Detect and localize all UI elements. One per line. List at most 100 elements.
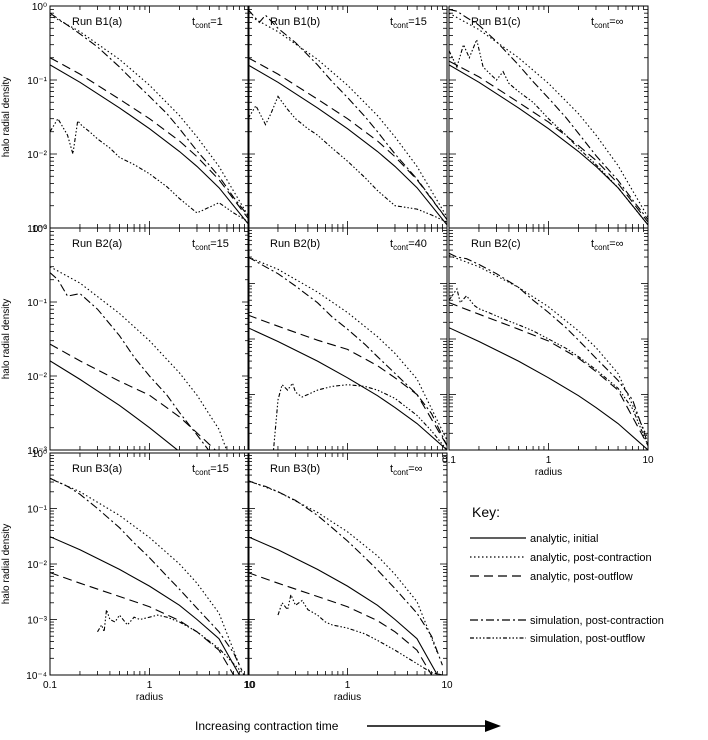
run-label: Run B1(b) [270, 16, 320, 28]
run-label: Run B3(a) [72, 463, 122, 475]
x-tick-label: 10 [642, 455, 654, 466]
series-line-ao [50, 572, 235, 675]
y-tick-label: 10⁻³ [27, 446, 47, 457]
series-line-ao [50, 57, 249, 220]
x-tick-label: 1 [345, 680, 351, 691]
y-axis-label: halo radial density [1, 524, 12, 605]
series-line-so [97, 609, 245, 675]
tcont-label: tcont=15 [390, 16, 427, 30]
series-line-sc [248, 9, 447, 220]
legend-entry-simulation-post-contraction: simulation, post-contraction [470, 615, 664, 627]
x-tick-label: 0.1 [43, 680, 57, 691]
x-tick-label: 1 [147, 680, 153, 691]
legend-label-analytic-post-contraction: analytic, post-contraction [530, 552, 652, 564]
ticks [247, 227, 448, 451]
x-tick-label: 10 [244, 680, 256, 691]
tcont-label: tcont=40 [390, 238, 427, 252]
series-line-ai [50, 360, 179, 450]
series-line-ai [248, 327, 447, 450]
panel-B3b: 10 1 10 radius Run B3(b) tcont=∞ [244, 452, 453, 703]
legend-entry-simulation-post-outflow: simulation, post-outflow [470, 633, 645, 645]
series-line-ai [449, 64, 648, 226]
series-line-ac [248, 479, 438, 654]
run-label: Run B2(a) [72, 238, 122, 250]
tcont-label: tcont=∞ [591, 238, 623, 252]
y-tick-label: 10⁻¹ [27, 505, 47, 516]
panel-B1c: Run B1(c) tcont=∞ [448, 5, 649, 229]
y-tick-label: 10⁻¹ [27, 298, 47, 309]
figure-canvas: 10⁻³ 10⁻² 10⁻¹ 10⁰ halo radial density Run B1… [1, 2, 664, 703]
series-group [248, 479, 443, 675]
series-line-ai [50, 536, 240, 675]
x-tick-label: 1 [546, 455, 552, 466]
series-line-so [449, 37, 648, 226]
series-line-ac [449, 254, 648, 439]
series-line-ao [449, 60, 648, 223]
series-line-ai [248, 536, 438, 675]
legend-label-simulation-post-contraction: simulation, post-contraction [530, 615, 664, 627]
legend-label-simulation-post-outflow: simulation, post-outflow [530, 633, 645, 645]
panel-frame [247, 452, 448, 676]
series-line-ai [50, 64, 249, 226]
series-line-ai [449, 327, 648, 450]
series-line-sc [248, 479, 443, 666]
series-line-ao [50, 343, 217, 450]
series-group [50, 12, 249, 226]
y-tick-label: 10⁻² [27, 560, 47, 571]
panel-B1b: Run B1(b) tcont=15 [247, 5, 448, 229]
panel-B2c: 0.1 1 10 radius Run B2(c) tcont=∞ [442, 227, 654, 478]
tcont-label: tcont=1 [192, 16, 223, 30]
series-line-ac [50, 14, 249, 218]
series-line-ac [248, 256, 447, 441]
series-line-so [272, 381, 447, 450]
tcont-label: tcont=15 [192, 238, 229, 252]
x-axis-label: radius [334, 692, 361, 703]
y-tick-label: 10⁻³ [27, 616, 47, 627]
contraction-time-label: Increasing contraction time [195, 719, 339, 733]
y-tick-label: 10⁻³ [27, 224, 47, 235]
series-group [50, 477, 245, 675]
panel-B2b: Run B2(b) tcont=40 [247, 227, 448, 451]
panel-frame [49, 5, 250, 229]
run-label: Run B2(b) [270, 238, 320, 250]
legend-entry-analytic-post-outflow: analytic, post-outflow [470, 571, 633, 583]
tcont-label: tcont=∞ [591, 16, 623, 30]
y-tick-label: 10⁻² [27, 372, 47, 383]
ticks [49, 227, 250, 451]
ticks [49, 5, 250, 229]
series-line-so [50, 117, 249, 223]
y-tick-label: 10⁰ [32, 2, 47, 13]
series-line-so [449, 287, 648, 446]
run-label: Run B1(c) [471, 16, 521, 28]
panel-frame [448, 5, 649, 229]
series-group [449, 8, 648, 226]
panel-frame [247, 227, 448, 451]
series-line-ac [248, 14, 447, 218]
right-arrow-icon [367, 720, 501, 732]
tcont-label: tcont=∞ [390, 463, 422, 477]
series-line-sc [50, 477, 243, 671]
contraction-time-caption: Increasing contraction time [195, 716, 515, 738]
legend-label-analytic-initial: analytic, initial [530, 533, 598, 545]
y-axis-label: halo radial density [1, 299, 12, 380]
series-group [248, 9, 447, 226]
series-line-sc [50, 12, 249, 218]
legend-key: Key: analytic, initial analytic, post-co… [470, 504, 664, 645]
panel-B3a: 10⁻⁴ 10⁻³ 10⁻² 10⁻¹ 10⁰ halo radial density 0.… [1, 449, 255, 703]
run-label: Run B2(c) [471, 238, 521, 250]
x-tick-label: 10 [441, 680, 453, 691]
x-axis-label: radius [535, 467, 562, 478]
series-line-sc [449, 8, 648, 220]
series-line-sc [449, 252, 648, 444]
series-group [449, 252, 648, 450]
series-line-ac [449, 12, 648, 218]
y-tick-label: 10⁻⁴ [26, 671, 47, 682]
legend-label-analytic-post-outflow: analytic, post-outflow [530, 571, 633, 583]
y-tick-label: 10⁰ [32, 449, 47, 460]
legend-entry-analytic-initial: analytic, initial [470, 533, 598, 545]
y-axis-label: halo radial density [1, 77, 12, 158]
panel-frame [49, 227, 250, 451]
x-tick-label: 10 [243, 680, 255, 691]
ticks [247, 452, 448, 676]
series-line-ao [248, 572, 433, 675]
